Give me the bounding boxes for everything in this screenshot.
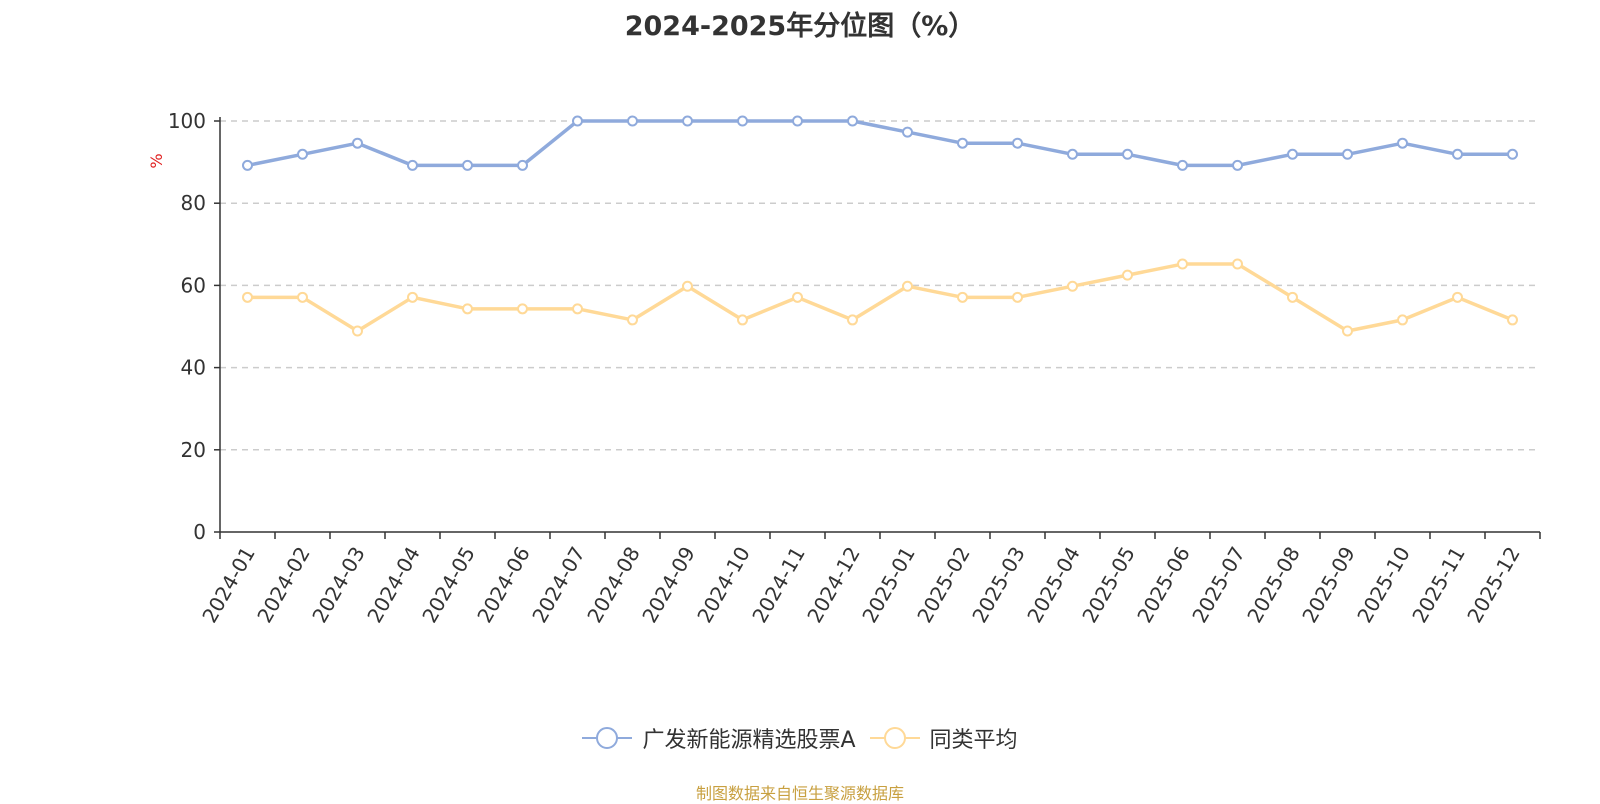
x-tick-label: 2025-07 [1187,543,1250,627]
series-1-point [1287,148,1298,160]
series-1-point [462,159,473,171]
x-tick-label: 2025-09 [1297,543,1360,627]
legend-marker-series-2 [869,727,920,749]
x-tick-label: 2025-04 [1022,543,1085,627]
series-2-point [957,291,968,303]
chart-title: 2024-2025年分位图（%） [624,11,976,42]
series-2-point [792,291,803,303]
series-1-point [407,159,418,171]
x-tick-label: 2025-01 [857,543,920,627]
series-2-point [1287,291,1298,303]
series-2-point [242,291,253,303]
y-axis-label: % [147,153,166,168]
series-1-point [1342,148,1353,160]
series-1-point [1067,148,1078,160]
x-tick-label: 2025-12 [1462,543,1525,627]
legend-marker-series-1 [582,727,633,749]
series-1-point [957,137,968,149]
y-tick-label: 40 [181,356,206,380]
series-2-point [297,291,308,303]
y-tick-label: 60 [181,273,206,297]
series-2-point [1507,314,1518,326]
series-2-point [407,291,418,303]
series-2-point [1232,258,1243,270]
series-1-point [1452,148,1463,160]
x-tick-label: 2024-03 [307,543,370,627]
x-tick-label: 2024-01 [197,543,260,627]
series-1-point [242,159,253,171]
series-1-line [247,119,1513,168]
series-2-point [902,280,913,292]
series-1-point [792,115,803,127]
y-tick-label: 80 [181,191,206,215]
series-2-point [1342,325,1353,337]
x-tick-label: 2024-04 [362,543,425,627]
series-2-point [1397,314,1408,326]
legend-item-series-2[interactable]: 同类平均 [869,722,1018,754]
x-tick-label: 2025-03 [967,543,1030,627]
series-1-point [627,115,638,127]
series-1-point [1122,148,1133,160]
series-2-point [737,314,748,326]
series-2-point [627,314,638,326]
series-1-point [297,148,308,160]
x-tick-label: 2024-11 [747,543,810,627]
series-2-point [1012,291,1023,303]
series-2-point [462,303,473,315]
series-2-point [1067,280,1078,292]
series-1-point [517,159,528,171]
x-tick-label: 2024-06 [472,543,535,627]
legend-label-series-2: 同类平均 [929,728,1018,753]
x-tick-label: 2025-11 [1407,543,1470,627]
x-tick-label: 2025-02 [912,543,975,627]
x-tick-label: 2024-10 [692,543,755,627]
series-2-point [517,303,528,315]
x-tick-label: 2025-10 [1352,543,1415,627]
series-1-point [572,115,583,127]
x-tick-label: 2024-02 [252,543,315,627]
x-tick-label: 2024-07 [527,543,590,627]
legend-item-series-1[interactable]: 广发新能源精选股票A [582,722,856,754]
series-1-point [902,126,913,138]
series-2-line [247,262,1514,333]
x-tick-label: 2024-08 [582,543,645,627]
x-tick-label: 2024-09 [637,543,700,627]
legend: 广发新能源精选股票A 同类平均 [0,722,1600,754]
series-2-point [847,314,858,326]
series-2-point [1452,291,1463,303]
series-1-point [1012,137,1023,149]
legend-label-series-1: 广发新能源精选股票A [642,728,856,753]
series-2-point [1122,269,1133,281]
series-1-point [1232,159,1243,171]
series-1-point [847,115,858,127]
y-tick-label: 100 [168,109,206,133]
series-1-point [1397,137,1408,149]
series-2-point [1177,258,1188,270]
source-note: 制图数据来自恒生聚源数据库 [695,784,904,803]
line-chart: 020406080100%2024-012024-022024-032024-0… [147,109,1541,627]
series-1-point [1507,148,1518,160]
x-tick-label: 2024-12 [802,543,865,627]
series-1-point [1177,159,1188,171]
x-tick-label: 2025-05 [1077,543,1140,627]
series-2-point [572,303,583,315]
series-2-point [682,280,693,292]
x-tick-label: 2024-05 [417,543,480,627]
series-1-point [737,115,748,127]
series-1-point [682,115,693,127]
series-2-point [352,325,363,337]
series-1-point [352,137,363,149]
y-tick-label: 20 [181,438,206,462]
x-tick-label: 2025-06 [1132,543,1195,627]
y-tick-label: 0 [193,520,206,544]
x-tick-label: 2025-08 [1242,543,1305,627]
